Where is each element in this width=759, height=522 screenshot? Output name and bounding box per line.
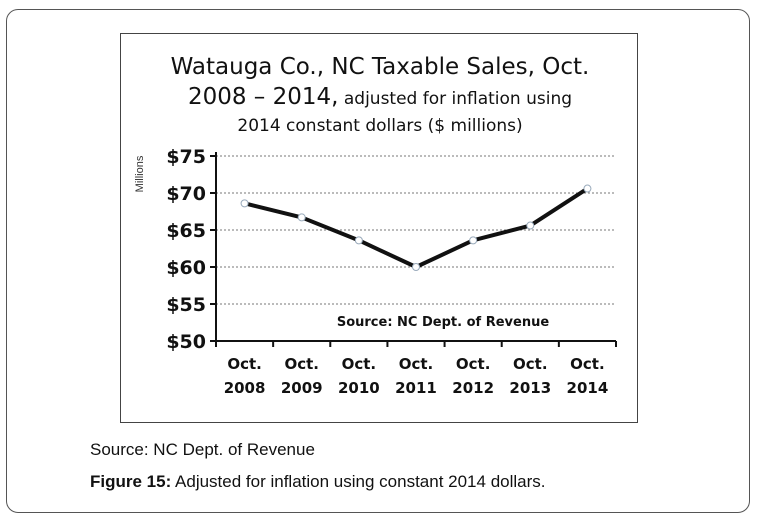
y-tick-label: $50 <box>166 331 206 353</box>
x-tick-label: Oct. <box>456 355 491 373</box>
x-tick-label: Oct. <box>399 355 434 373</box>
series-line <box>244 186 589 269</box>
data-point <box>240 199 249 208</box>
x-tick-label: 2008 <box>224 379 266 397</box>
data-point <box>354 236 363 245</box>
x-tick-label: 2013 <box>509 379 551 397</box>
chart-title-subtitle: adjusted for inflation using <box>338 89 572 109</box>
chart-title-line1: Watauga Co., NC Taxable Sales, Oct. <box>171 54 590 80</box>
x-tick-label: Oct. <box>284 355 319 373</box>
x-tick-label: Oct. <box>342 355 377 373</box>
chart-title-years: 2008 – 2014, <box>188 84 339 110</box>
x-tick-label: 2009 <box>281 379 323 397</box>
y-axis-label: Millions <box>134 155 146 192</box>
chart-panel: Watauga Co., NC Taxable Sales, Oct. 2008… <box>120 33 638 423</box>
chart-title-line3: 2014 constant dollars ($ millions) <box>237 116 522 136</box>
y-tick-label: $70 <box>166 183 206 205</box>
x-tick-label: 2011 <box>395 379 437 397</box>
y-tick-label: $60 <box>166 257 206 279</box>
series-layer <box>240 184 592 271</box>
chart-title-line2: 2008 – 2014, adjusted for inflation usin… <box>188 84 572 110</box>
line-chart: Watauga Co., NC Taxable Sales, Oct. 2008… <box>134 54 617 397</box>
x-tick-label: 2010 <box>338 379 380 397</box>
y-tick-label: $65 <box>166 220 206 242</box>
x-tick-label: Oct. <box>570 355 605 373</box>
y-tick-label: $75 <box>166 146 206 168</box>
grid-layer <box>216 155 616 305</box>
data-point <box>469 236 478 245</box>
figure-frame <box>6 9 750 513</box>
x-tick-label: Oct. <box>227 355 262 373</box>
figure-source: Source: NC Dept. of Revenue <box>90 440 315 459</box>
x-tick-label: Oct. <box>513 355 548 373</box>
x-tick-label: 2014 <box>567 379 609 397</box>
data-point <box>412 263 420 271</box>
y-tick-label: $55 <box>166 294 206 316</box>
data-point <box>297 213 306 222</box>
axis-layer: $50 $55 $60 $65 $70 $75 Oct. 2008 Oct. 2009 Oct. 20… <box>166 146 617 397</box>
chart-source-annotation: Source: NC Dept. of Revenue <box>337 315 549 330</box>
figure-caption-text: Adjusted for inflation using constant 20… <box>171 472 546 491</box>
data-point <box>526 221 535 230</box>
x-tick-label: 2012 <box>452 379 494 397</box>
figure-caption: Figure 15: Adjusted for inflation using … <box>90 472 546 492</box>
data-point <box>583 184 592 193</box>
figure-label: Figure 15: <box>90 472 172 491</box>
